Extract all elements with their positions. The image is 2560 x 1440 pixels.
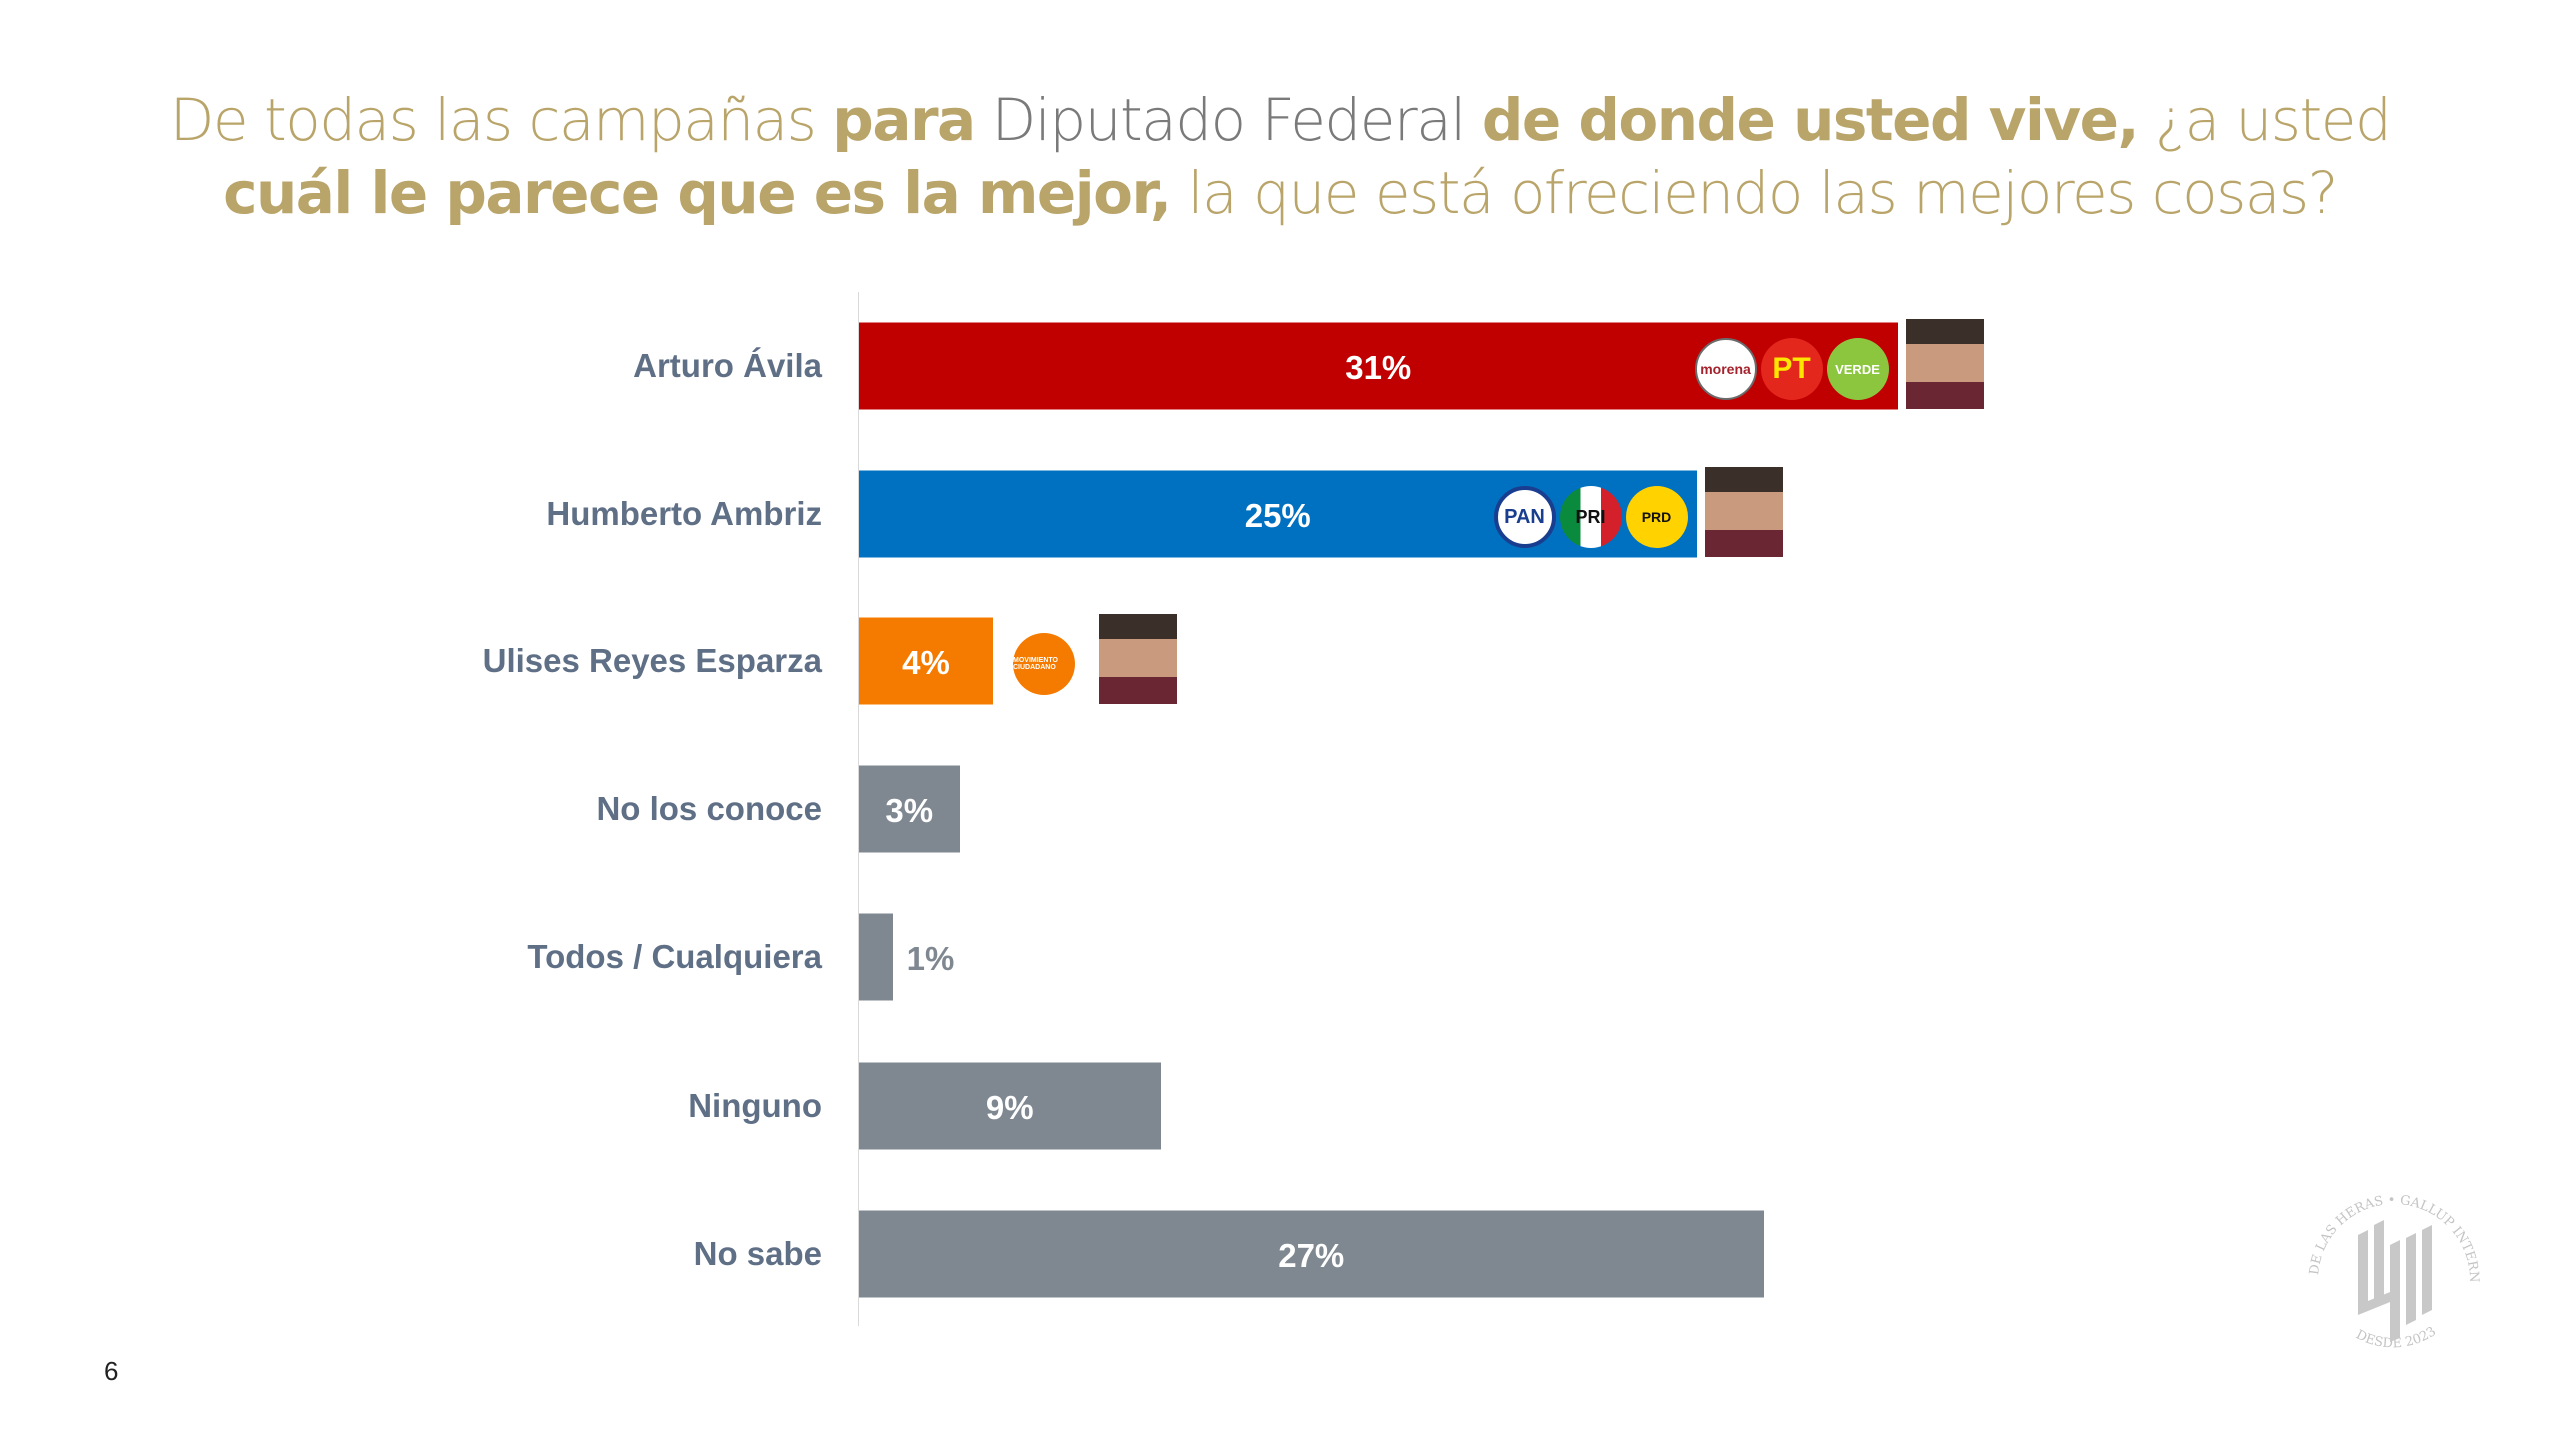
title-segment: Diputado Federal <box>974 86 1482 154</box>
chart-title: De todas las campañas para Diputado Fede… <box>0 84 2560 230</box>
party-logo-pri-icon: PRI <box>1559 486 1622 548</box>
title-segment: para <box>832 86 976 154</box>
data-label: 31% <box>1345 349 1412 386</box>
data-label: 9% <box>985 1089 1034 1126</box>
page-number: 6 <box>104 1356 119 1386</box>
party-logo-verde-icon: VERDE <box>1826 338 1889 400</box>
svg-text:DE LAS HERAS • GALLUP INTERNAT: DE LAS HERAS • GALLUP INTERNATIONAL MEMB… <box>2290 1170 2481 1283</box>
bar <box>859 1062 1161 1150</box>
candidate-photo <box>1905 319 1984 409</box>
category-label: Ulises Reyes Esparza <box>482 642 822 679</box>
title-segment: De todas las campañas <box>169 86 833 154</box>
title-segment: de donde usted vive, <box>1481 86 2140 154</box>
title-segment: ¿a usted <box>2138 86 2392 154</box>
gallup-seal-logo: DE LAS HERAS • GALLUP INTERNATIONAL MEMB… <box>2290 1170 2481 1352</box>
data-label: 1% <box>906 940 955 977</box>
party-logo-morena-icon: morena <box>1694 338 1757 400</box>
title-segment: cuál le parece que es la mejor, <box>223 159 1172 227</box>
data-label: 3% <box>885 792 934 829</box>
candidate-photo <box>1099 614 1177 704</box>
bar <box>859 1210 1764 1298</box>
party-logo-movimiento-ciudadano-icon: MOVIMIENTO CIUDADANO <box>1013 633 1075 695</box>
party-logo-prd-icon: PRD <box>1625 486 1688 548</box>
data-label: 27% <box>1278 1237 1345 1274</box>
category-axis-line <box>858 292 859 1326</box>
category-label: Todos / Cualquiera <box>527 938 822 975</box>
category-label: Humberto Ambriz <box>546 495 822 532</box>
category-label: Arturo Ávila <box>633 347 822 384</box>
party-logo-pt-icon: PT <box>1760 338 1823 400</box>
bar <box>859 765 960 853</box>
bar <box>859 617 993 705</box>
title-segment: la que está ofreciendo las mejores cosas… <box>1170 159 2339 227</box>
bar <box>859 470 1697 558</box>
category-label: No sabe <box>693 1235 822 1272</box>
data-label: 25% <box>1244 497 1311 534</box>
bar <box>859 913 893 1001</box>
category-label: No los conoce <box>596 790 822 827</box>
data-label: 4% <box>902 644 950 681</box>
party-logo-pan-icon: PAN <box>1493 486 1556 548</box>
candidate-photo <box>1704 467 1783 557</box>
category-label: Ninguno <box>688 1087 822 1124</box>
